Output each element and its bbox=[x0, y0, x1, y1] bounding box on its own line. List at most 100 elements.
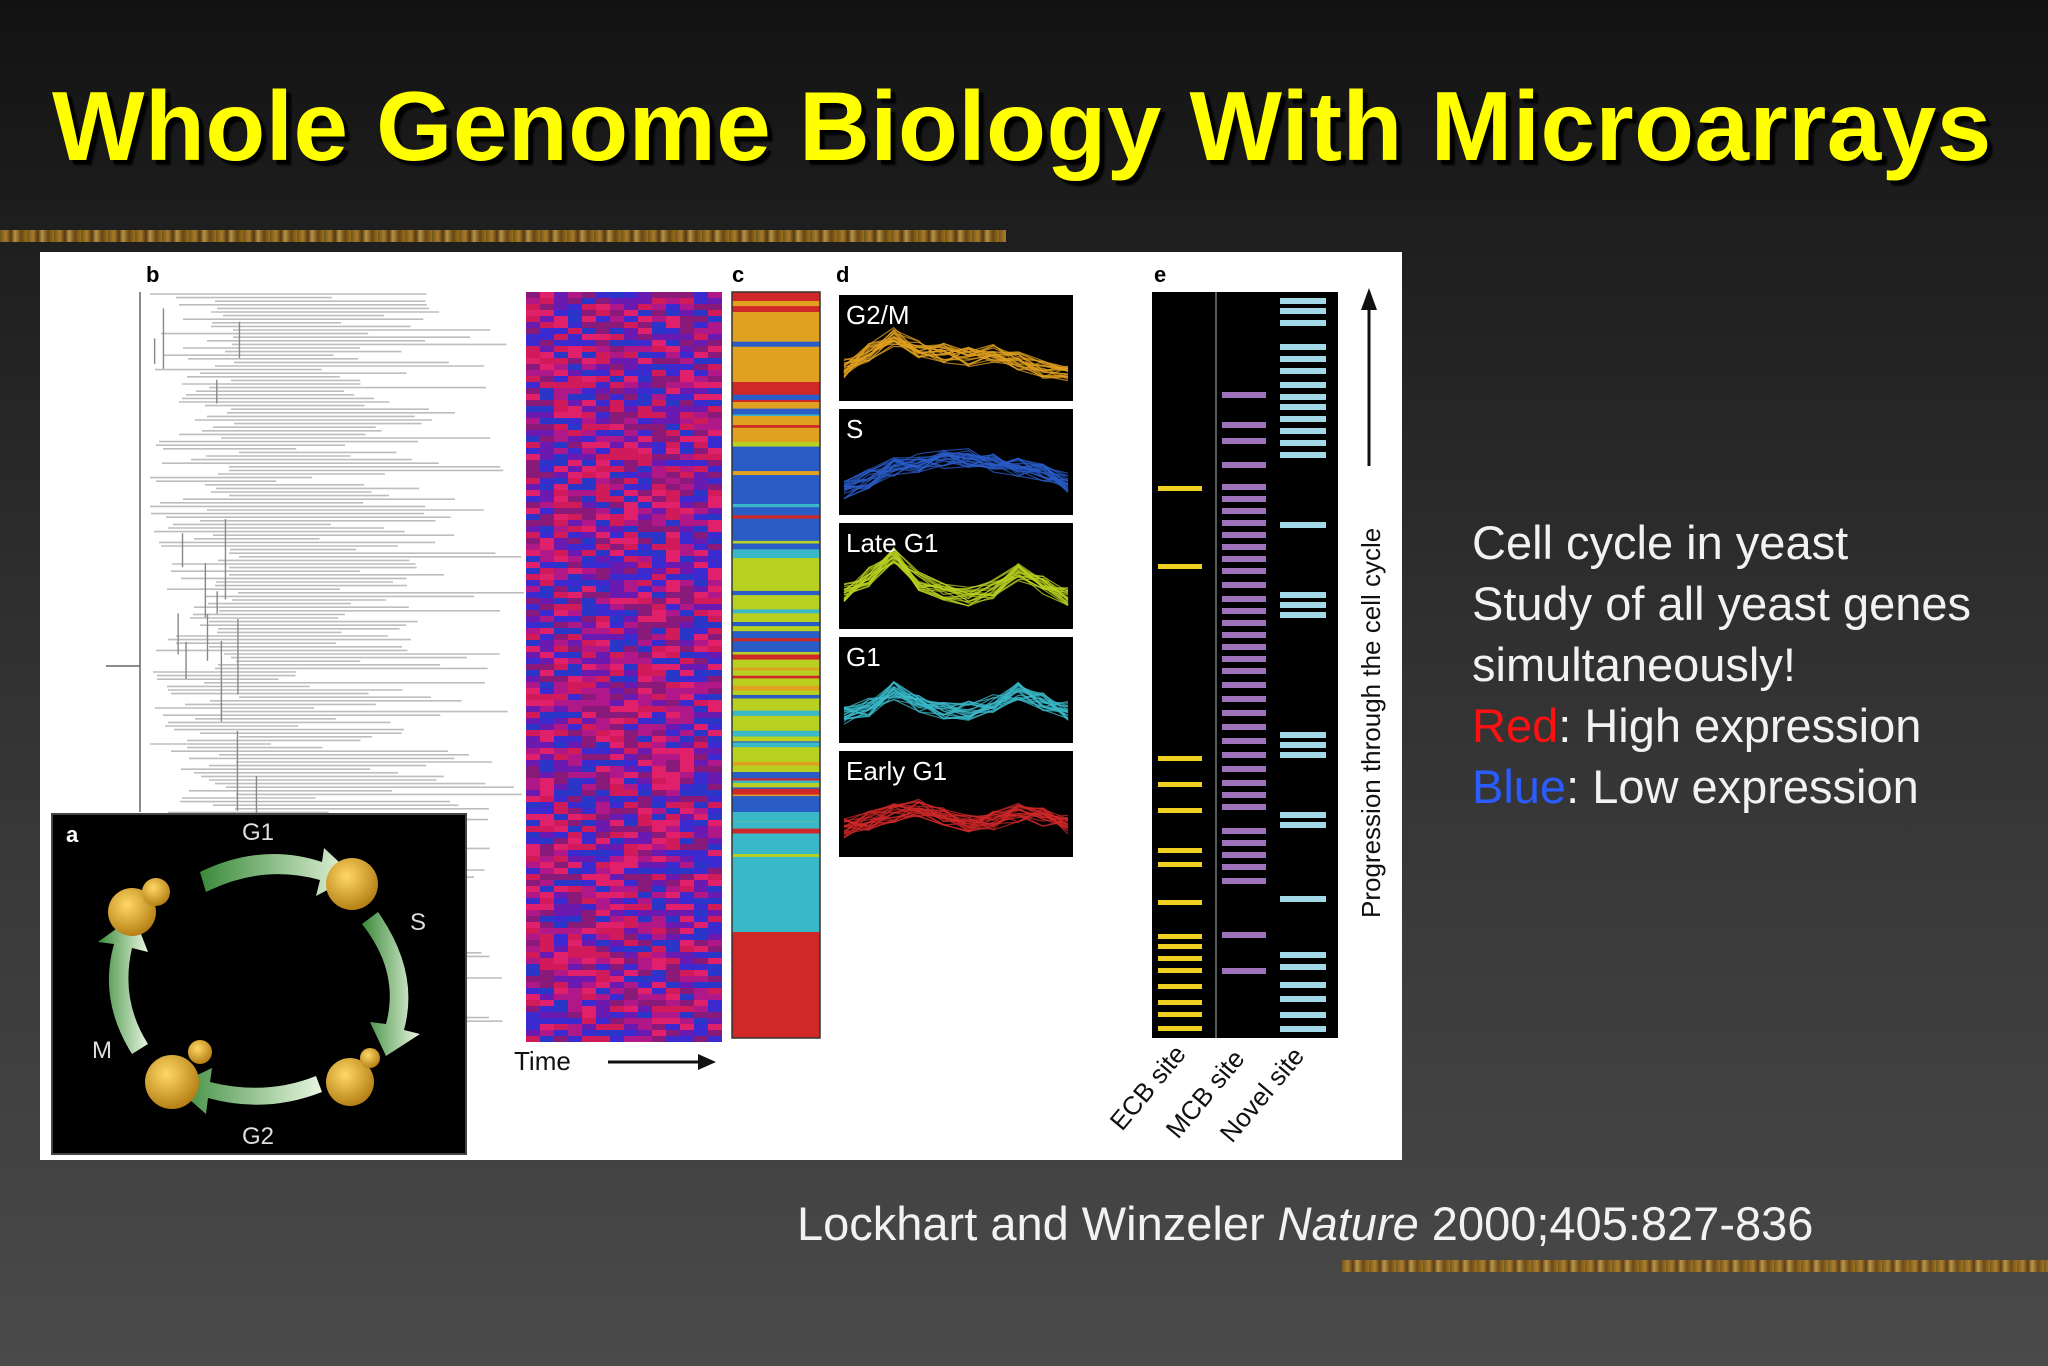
site-column-labels: ECB site MCB site Novel site bbox=[1104, 1039, 1310, 1148]
heatmap-cell bbox=[694, 580, 708, 586]
heatmap-cell bbox=[638, 382, 652, 388]
heatmap-cell bbox=[694, 328, 708, 334]
heatmap-cell bbox=[708, 862, 722, 868]
heatmap-cell bbox=[708, 916, 722, 922]
heatmap-cell bbox=[638, 598, 652, 604]
heatmap-cell bbox=[540, 958, 554, 964]
heatmap-cell bbox=[526, 562, 540, 568]
heatmap-cell bbox=[694, 502, 708, 508]
heatmap-cell bbox=[610, 394, 624, 400]
heatmap-cell bbox=[652, 934, 666, 940]
heatmap-cell bbox=[540, 628, 554, 634]
heatmap-cell bbox=[596, 688, 610, 694]
heatmap-cell bbox=[582, 574, 596, 580]
cluster-stripe bbox=[732, 815, 820, 822]
heatmap-cell bbox=[554, 436, 568, 442]
heatmap-cell bbox=[610, 514, 624, 520]
heatmap-cell bbox=[554, 340, 568, 346]
heatmap-cell bbox=[680, 766, 694, 772]
heatmap-cell bbox=[666, 298, 680, 304]
heatmap-cell bbox=[624, 646, 638, 652]
heatmap-cell bbox=[666, 958, 680, 964]
heatmap-cell bbox=[540, 736, 554, 742]
heatmap-cell bbox=[624, 430, 638, 436]
heatmap-cell bbox=[526, 976, 540, 982]
heatmap-cell bbox=[582, 952, 596, 958]
heatmap-cell bbox=[694, 844, 708, 850]
heatmap-cell bbox=[540, 706, 554, 712]
cluster-stripe bbox=[732, 552, 820, 559]
heatmap-cell bbox=[708, 952, 722, 958]
heatmap-cell bbox=[694, 574, 708, 580]
heatmap-cell bbox=[554, 892, 568, 898]
heatmap-cell bbox=[526, 514, 540, 520]
heatmap-cell bbox=[540, 436, 554, 442]
mcb-site-mark bbox=[1222, 620, 1266, 626]
heatmap-cell bbox=[652, 460, 666, 466]
heatmap-cell bbox=[540, 568, 554, 574]
heatmap-cell bbox=[638, 964, 652, 970]
heatmap-cell bbox=[708, 604, 722, 610]
note-line-3: simultaneously! bbox=[1472, 638, 1796, 691]
heatmap-cell bbox=[708, 562, 722, 568]
heatmap-cell bbox=[540, 688, 554, 694]
heatmap-cell bbox=[666, 928, 680, 934]
cluster-stripe bbox=[732, 549, 820, 555]
expression-profile-line bbox=[843, 684, 1069, 717]
heatmap-cell bbox=[526, 1012, 540, 1018]
heatmap-cell bbox=[568, 778, 582, 784]
heatmap-cell bbox=[708, 622, 722, 628]
heatmap-cell bbox=[708, 538, 722, 544]
heatmap-cell bbox=[708, 526, 722, 532]
heatmap-cell bbox=[540, 562, 554, 568]
heatmap-cell bbox=[540, 400, 554, 406]
heatmap-cell bbox=[582, 544, 596, 550]
heatmap-cell bbox=[526, 370, 540, 376]
heatmap-cell bbox=[568, 796, 582, 802]
heatmap-cell bbox=[652, 544, 666, 550]
heatmap-cell bbox=[610, 292, 624, 298]
heatmap-cell bbox=[652, 850, 666, 856]
mcb-site-mark bbox=[1222, 668, 1266, 674]
heatmap-cell bbox=[680, 670, 694, 676]
expression-profile-line bbox=[843, 808, 1069, 839]
heatmap-cell bbox=[638, 316, 652, 322]
blue-meaning: : Low expression bbox=[1566, 760, 1919, 813]
heatmap-cell bbox=[624, 994, 638, 1000]
heatmap-cell bbox=[666, 616, 680, 622]
heatmap-cell bbox=[610, 736, 624, 742]
heatmap-cell bbox=[652, 676, 666, 682]
heatmap-cell bbox=[652, 418, 666, 424]
heatmap-cell bbox=[666, 412, 680, 418]
heatmap-cell bbox=[694, 832, 708, 838]
heatmap-cell bbox=[708, 1012, 722, 1018]
heatmap-cell bbox=[680, 448, 694, 454]
heatmap-cell bbox=[680, 1012, 694, 1018]
heatmap-cell bbox=[582, 868, 596, 874]
heatmap-cell bbox=[554, 412, 568, 418]
heatmap-cell bbox=[652, 910, 666, 916]
heatmap-cell bbox=[638, 592, 652, 598]
cluster-stripe bbox=[732, 341, 820, 347]
heatmap-cell bbox=[554, 982, 568, 988]
novel-site-mark bbox=[1280, 742, 1326, 748]
heatmap-cell bbox=[526, 718, 540, 724]
heatmap-cell bbox=[680, 610, 694, 616]
heatmap-cell bbox=[638, 334, 652, 340]
ecb-site-mark bbox=[1158, 956, 1202, 961]
heatmap-cell bbox=[666, 370, 680, 376]
heatmap-cell bbox=[568, 766, 582, 772]
heatmap-cell bbox=[596, 466, 610, 472]
heatmap-cell bbox=[596, 730, 610, 736]
heatmap-cell bbox=[610, 592, 624, 598]
heatmap-cell bbox=[596, 706, 610, 712]
mcb-site-mark bbox=[1222, 484, 1266, 490]
heatmap-cell bbox=[680, 574, 694, 580]
heatmap-cell bbox=[540, 874, 554, 880]
heatmap-cell bbox=[596, 430, 610, 436]
heatmap-cell bbox=[638, 874, 652, 880]
heatmap-cell bbox=[582, 814, 596, 820]
heatmap-cell bbox=[638, 502, 652, 508]
heatmap-cell bbox=[610, 448, 624, 454]
explanation-text: Cell cycle in yeast Study of all yeast g… bbox=[1472, 512, 2032, 817]
